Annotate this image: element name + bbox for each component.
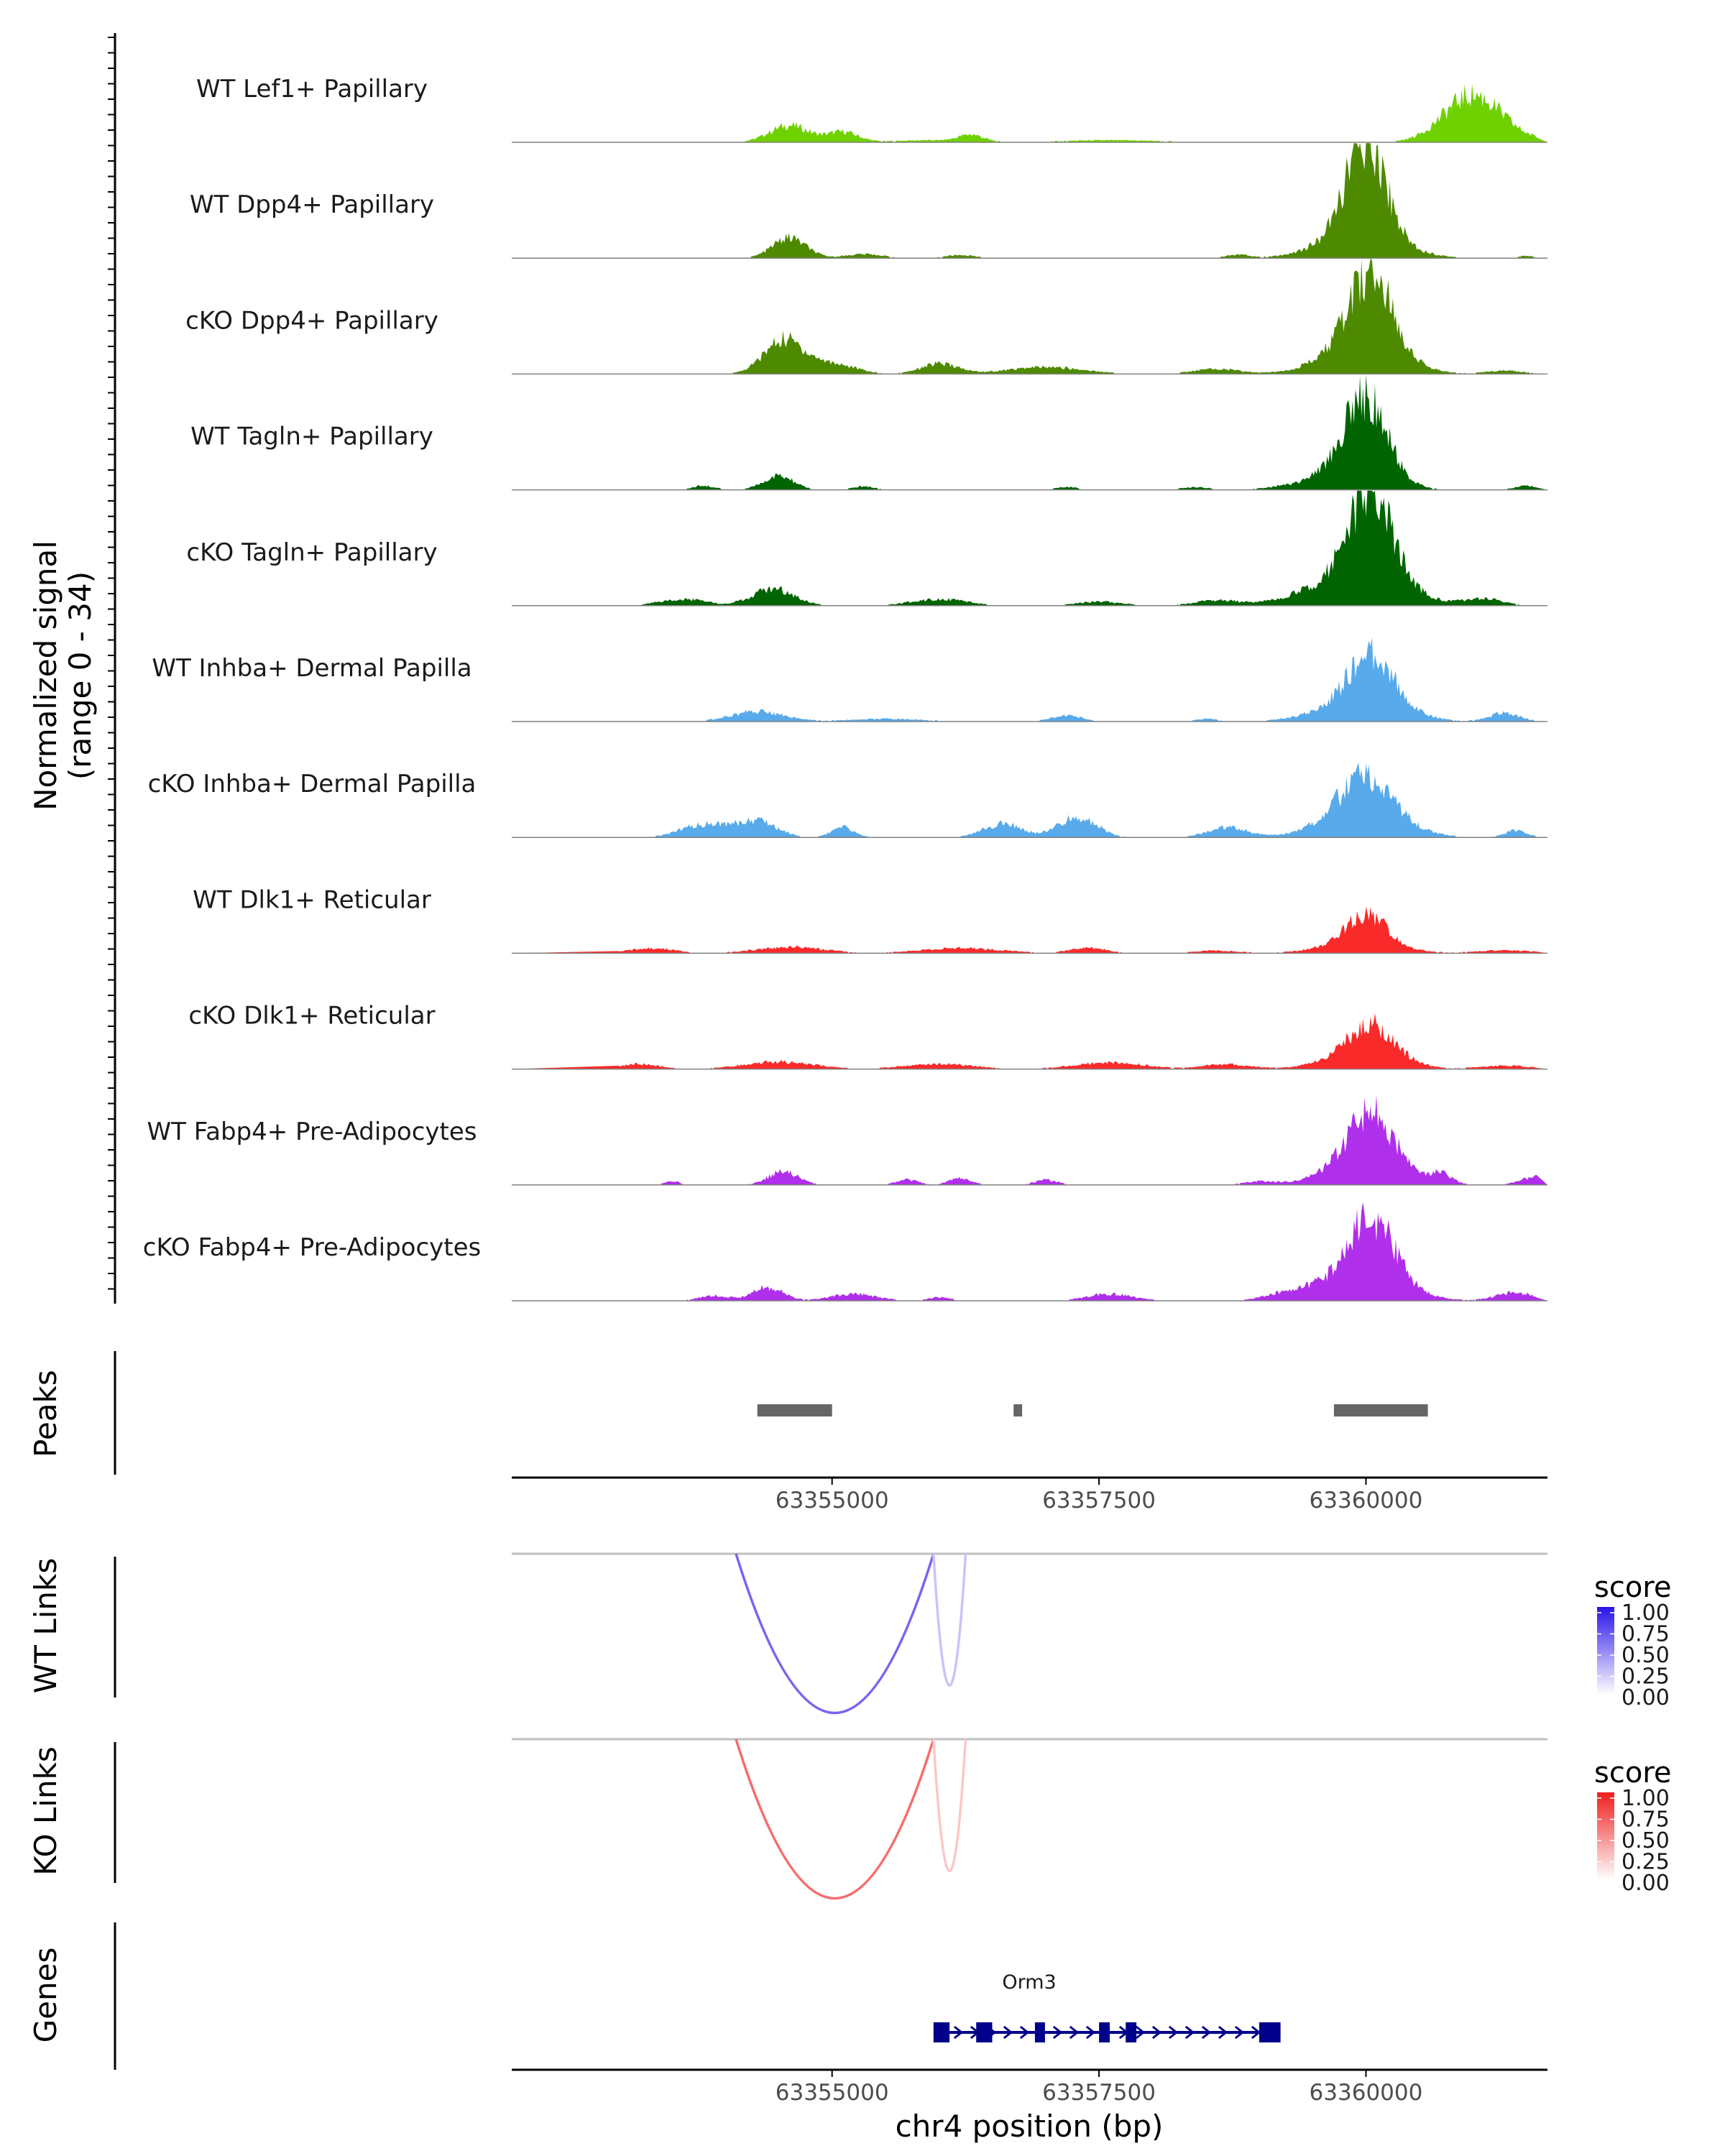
strand-arrow [1168, 2025, 1179, 2040]
track-label-wt-tagln-papillary: WT Tagln+ Papillary [190, 423, 433, 451]
strand-arrow [1052, 2025, 1063, 2040]
gene-model-orm3 [933, 2022, 1281, 2042]
legend-tick-label: 0.00 [1622, 1871, 1670, 1896]
coverage-area-cko-fabp4-pre-adipocytes [512, 1202, 1547, 1301]
strand-arrow [1003, 2025, 1013, 2040]
exon-6 [1259, 2022, 1281, 2042]
strand-arrow [1234, 2025, 1245, 2040]
peak-region-3 [1333, 1404, 1428, 1416]
coverage-area-wt-fabp4-pre-adipocytes [512, 1095, 1547, 1185]
coverage-area-cko-tagln-papillary [512, 490, 1547, 606]
strand-arrow [1069, 2025, 1080, 2040]
strand-arrow [1151, 2025, 1162, 2040]
coverage-area-wt-dpp4-papillary [512, 143, 1547, 259]
coverage-area-wt-tagln-papillary [512, 374, 1547, 490]
coverage-ylabel-range: (range 0 - 34) [63, 571, 98, 780]
x-tick-label: 63355000 [776, 2080, 889, 2106]
wt-links-arc-2 [932, 1553, 967, 1687]
strand-arrow [1251, 2025, 1261, 2040]
track-label-wt-inhba-dermal-papilla: WT Inhba+ Dermal Papilla [152, 654, 472, 683]
genes-label: Genes [28, 1948, 63, 2043]
peak-region-1 [757, 1404, 832, 1416]
track-label-wt-dpp4-papillary: WT Dpp4+ Papillary [190, 190, 434, 219]
coverage-area-cko-dlk1-reticular [512, 1013, 1547, 1069]
peaks-panel: Peaks 63355000 63357500 63360000 [28, 1351, 1547, 1514]
coverage-area-wt-inhba-dermal-papilla [512, 637, 1547, 722]
x-axis-title: chr4 position (bp) [896, 2109, 1164, 2144]
track-label-cko-dpp4-papillary: cKO Dpp4+ Papillary [185, 306, 438, 335]
strand-arrow [1135, 2025, 1146, 2040]
coverage-area-wt-dlk1-reticular [512, 907, 1547, 954]
legend-title-red: score [1594, 1756, 1671, 1789]
strand-arrow [1184, 2025, 1195, 2040]
exon-4 [1099, 2022, 1110, 2042]
x-tick-label: 63357500 [1042, 1488, 1156, 1514]
track-label-wt-dlk1-reticular: WT Dlk1+ Reticular [193, 885, 431, 914]
legend-colorbar-blue [1597, 1607, 1614, 1695]
strand-arrow [1201, 2025, 1212, 2040]
legend-tick-label: 0.50 [1622, 1643, 1670, 1668]
coverage-area-cko-dpp4-papillary [512, 259, 1547, 374]
legend-tick-label: 0.25 [1622, 1850, 1670, 1875]
peak-regions [757, 1404, 1428, 1416]
ko-links-arc-1 [735, 1738, 935, 1899]
legend-title-blue: score [1594, 1571, 1671, 1604]
legend-tick-label: 0.75 [1622, 1807, 1670, 1833]
legend-tick-label: 0.50 [1622, 1828, 1670, 1853]
ko-links-arc-2 [932, 1738, 967, 1872]
ko-links-label: KO Links [28, 1746, 63, 1876]
exon-3 [1034, 2022, 1045, 2042]
links-panels: WT Links KO Links [28, 1552, 1547, 1899]
strand-arrow [1218, 2025, 1228, 2040]
legend-tick-label: 0.75 [1622, 1622, 1670, 1647]
strand-arrow [1019, 2025, 1030, 2040]
x-tick-label: 63360000 [1310, 2080, 1423, 2106]
coverage-ylabel: Normalized signal [28, 540, 63, 811]
exon-2 [976, 2022, 993, 2042]
legend-tick-label: 1.00 [1622, 1600, 1670, 1626]
strand-arrow [953, 2025, 964, 2040]
track-label-cko-fabp4-pre-adipocytes: cKO Fabp4+ Pre-Adipocytes [143, 1233, 482, 1262]
coverage-axis [108, 33, 116, 1304]
x-tick-label: 63360000 [1310, 1488, 1423, 1514]
genes-panel: Genes Orm3 63355000 63357500 63360000 chr4… [28, 1922, 1547, 2144]
track-label-cko-dlk1-reticular: cKO Dlk1+ Reticular [188, 1002, 435, 1031]
x-tick-label: 63355000 [776, 1488, 889, 1514]
peaks-label: Peaks [28, 1370, 63, 1457]
genes-x-ticks: 63355000 63357500 63360000 [776, 2070, 1423, 2106]
x-tick-label: 63357500 [1042, 2080, 1156, 2106]
legend-tick-label: 0.25 [1622, 1664, 1670, 1690]
wt-links-arc-1 [735, 1553, 935, 1714]
legend-colorbar-red [1597, 1792, 1614, 1880]
coverage-area-wt-lef1-papillary [512, 83, 1547, 142]
legend-tick-label: 0.00 [1622, 1685, 1670, 1710]
legend-tick-label: 1.00 [1622, 1786, 1670, 1811]
peak-region-2 [1013, 1404, 1023, 1416]
score-legends: score1.000.750.500.250.00score1.000.750.… [1594, 1571, 1671, 1896]
exon-1 [933, 2022, 950, 2042]
track-label-cko-tagln-papillary: cKO Tagln+ Papillary [186, 538, 437, 567]
track-label-wt-fabp4-pre-adipocytes: WT Fabp4+ Pre-Adipocytes [147, 1118, 477, 1146]
track-label-cko-inhba-dermal-papilla: cKO Inhba+ Dermal Papilla [148, 770, 477, 798]
track-label-wt-lef1-papillary: WT Lef1+ Papillary [196, 75, 428, 103]
coverage-area-cko-inhba-dermal-papilla [512, 763, 1547, 838]
wt-links-label: WT Links [28, 1558, 63, 1693]
peaks-x-ticks: 63355000 63357500 63360000 [776, 1478, 1423, 1514]
exon-5 [1126, 2022, 1137, 2042]
coverage-tracks: WT Lef1+ Papillary WT Dpp4+ Papillary cKO … [143, 75, 1547, 1302]
strand-arrow [1085, 2025, 1096, 2040]
gene-name-orm3: Orm3 [1002, 1971, 1056, 1994]
